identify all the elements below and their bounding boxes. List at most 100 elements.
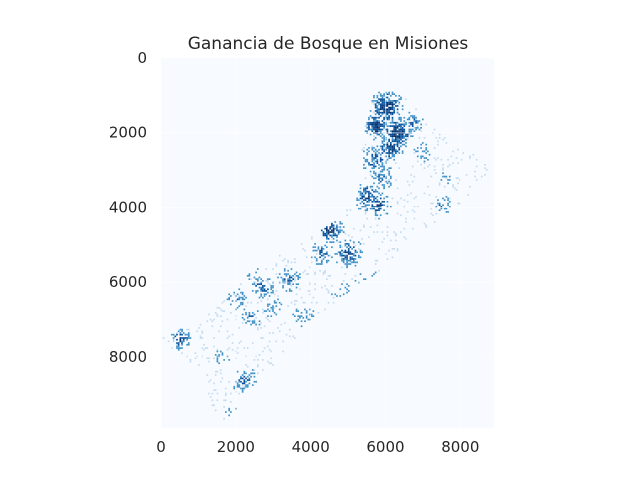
heatmap-cell bbox=[363, 202, 365, 205]
heatmap-cell bbox=[243, 298, 246, 301]
heatmap-cell bbox=[209, 396, 212, 398]
heatmap-cell bbox=[395, 137, 397, 139]
heatmap-cell bbox=[373, 197, 375, 200]
heatmap-cell bbox=[329, 254, 332, 257]
heatmap-cell bbox=[240, 380, 242, 383]
heatmap-cell bbox=[430, 175, 433, 178]
heatmap-cell bbox=[388, 115, 390, 117]
heatmap-cell bbox=[251, 342, 254, 344]
heatmap-cell bbox=[216, 357, 219, 360]
heatmap-cell bbox=[388, 121, 390, 124]
heatmap-cell bbox=[297, 318, 300, 321]
heatmap-cell bbox=[381, 170, 384, 173]
heatmap-cell bbox=[228, 347, 231, 349]
heatmap-cell bbox=[368, 118, 370, 121]
heatmap-cell bbox=[223, 417, 225, 420]
heatmap-cell bbox=[233, 385, 236, 388]
heatmap-cell bbox=[251, 290, 254, 292]
heatmap-cell bbox=[379, 103, 382, 106]
heatmap-cell bbox=[379, 180, 382, 183]
heatmap-cell bbox=[433, 128, 436, 131]
heatmap-cell bbox=[381, 105, 384, 107]
heatmap-cell bbox=[246, 347, 249, 349]
heatmap-cell bbox=[388, 150, 390, 153]
heatmap-cell bbox=[250, 323, 252, 326]
heatmap-cell bbox=[368, 128, 370, 131]
heatmap-cell bbox=[423, 167, 426, 169]
heatmap-cell bbox=[393, 155, 396, 158]
heatmap-cell bbox=[361, 200, 364, 203]
heatmap-cell bbox=[332, 237, 335, 240]
heatmap-cell bbox=[238, 385, 241, 388]
heatmap-cell bbox=[368, 116, 370, 119]
heatmap-cell bbox=[396, 249, 399, 252]
heatmap-cell bbox=[379, 98, 382, 101]
heatmap-cell bbox=[371, 185, 374, 188]
heatmap-cell bbox=[383, 197, 385, 200]
heatmap-cell bbox=[364, 143, 367, 146]
heatmap-cell bbox=[329, 274, 332, 277]
heatmap-cell bbox=[359, 202, 362, 205]
heatmap-cell bbox=[341, 256, 343, 259]
heatmap-cell bbox=[253, 322, 256, 324]
heatmap-cell bbox=[378, 207, 380, 210]
heatmap-cell bbox=[376, 120, 379, 122]
heatmap-cell bbox=[230, 303, 232, 306]
heatmap-cell bbox=[359, 187, 362, 190]
heatmap-cell bbox=[314, 243, 316, 245]
heatmap-cell bbox=[448, 200, 451, 203]
heatmap-cell bbox=[339, 288, 342, 291]
heatmap-cell bbox=[351, 248, 353, 250]
heatmap-cell bbox=[383, 140, 385, 143]
heatmap-cell bbox=[437, 204, 439, 206]
heatmap-cell bbox=[410, 135, 412, 138]
heatmap-cell bbox=[378, 204, 380, 206]
heatmap-cell bbox=[336, 226, 338, 228]
heatmap-cell bbox=[389, 177, 392, 180]
heatmap-cell bbox=[305, 310, 308, 312]
heatmap-cell bbox=[425, 147, 428, 149]
heatmap-cell bbox=[379, 130, 382, 132]
heatmap-cell bbox=[347, 244, 350, 247]
heatmap-cell bbox=[181, 330, 183, 333]
heatmap-cell bbox=[342, 258, 345, 260]
heatmap-cell bbox=[395, 95, 397, 97]
heatmap-cell bbox=[331, 293, 333, 296]
heatmap-cell bbox=[383, 118, 385, 121]
heatmap-cell bbox=[216, 350, 219, 353]
heatmap-cell bbox=[260, 290, 263, 292]
heatmap-cell bbox=[376, 204, 379, 206]
heatmap-cell bbox=[337, 231, 340, 233]
heatmap-cell bbox=[260, 337, 263, 339]
heatmap-cell bbox=[371, 207, 374, 210]
heatmap-cell bbox=[381, 241, 384, 243]
heatmap-cell bbox=[406, 138, 409, 141]
heatmap-cell bbox=[413, 115, 416, 117]
heatmap-cell bbox=[256, 280, 259, 282]
heatmap-cell bbox=[179, 347, 182, 349]
heatmap-cell bbox=[389, 148, 392, 151]
heatmap-cell bbox=[334, 234, 337, 237]
heatmap-cell bbox=[253, 359, 256, 361]
heatmap-cell bbox=[442, 204, 444, 206]
heatmap-cell bbox=[435, 158, 438, 161]
heatmap-cell bbox=[406, 194, 409, 196]
heatmap-cell bbox=[373, 172, 375, 175]
heatmap-cell bbox=[272, 306, 274, 309]
heatmap-cell bbox=[344, 254, 347, 257]
heatmap-cell bbox=[373, 100, 375, 102]
heatmap-cell bbox=[386, 258, 389, 260]
heatmap-cell bbox=[265, 290, 268, 292]
heatmap-cell bbox=[391, 118, 394, 121]
heatmap-cell bbox=[327, 231, 330, 233]
heatmap-cell bbox=[337, 232, 340, 235]
heatmap-cell bbox=[400, 126, 402, 129]
heatmap-cell bbox=[386, 182, 389, 185]
heatmap-cell bbox=[251, 384, 254, 386]
heatmap-cell bbox=[447, 182, 449, 185]
heatmap-cell bbox=[403, 206, 406, 208]
heatmap-cell bbox=[435, 212, 438, 215]
heatmap-cell bbox=[378, 152, 380, 154]
heatmap-cell bbox=[230, 411, 232, 413]
heatmap-cell bbox=[299, 288, 301, 291]
